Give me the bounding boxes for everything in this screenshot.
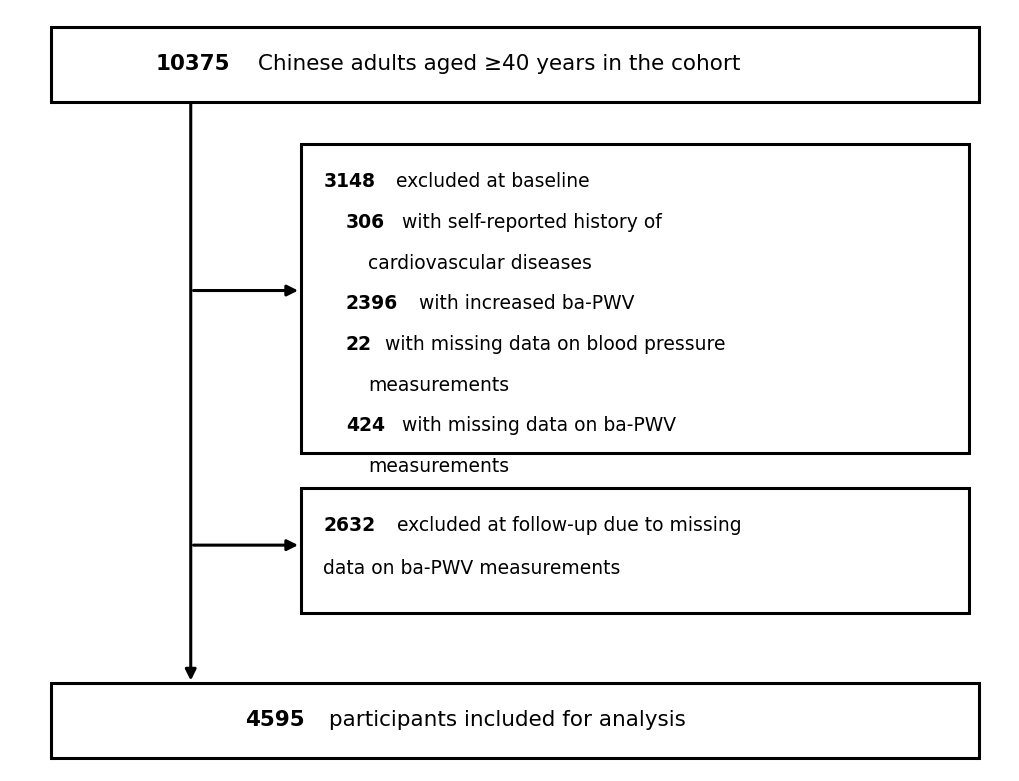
FancyBboxPatch shape bbox=[301, 144, 968, 453]
Text: 2632: 2632 bbox=[323, 516, 375, 535]
Text: 3148: 3148 bbox=[323, 173, 375, 191]
Text: 22: 22 bbox=[345, 335, 371, 354]
Text: with self-reported history of: with self-reported history of bbox=[395, 213, 661, 232]
FancyBboxPatch shape bbox=[51, 27, 978, 102]
Text: cardiovascular diseases: cardiovascular diseases bbox=[368, 254, 591, 273]
Text: 2396: 2396 bbox=[345, 294, 397, 313]
Text: excluded at follow-up due to missing: excluded at follow-up due to missing bbox=[390, 516, 741, 535]
Text: with increased ba-PWV: with increased ba-PWV bbox=[413, 294, 634, 313]
Text: data on ba-PWV measurements: data on ba-PWV measurements bbox=[323, 559, 621, 578]
Text: with missing data on blood pressure: with missing data on blood pressure bbox=[379, 335, 726, 354]
Text: participants included for analysis: participants included for analysis bbox=[321, 711, 685, 730]
Text: 306: 306 bbox=[345, 213, 384, 232]
Text: 4595: 4595 bbox=[245, 711, 305, 730]
Text: excluded at baseline: excluded at baseline bbox=[390, 173, 589, 191]
Text: 424: 424 bbox=[345, 416, 384, 435]
FancyBboxPatch shape bbox=[51, 683, 978, 758]
Text: measurements: measurements bbox=[368, 376, 508, 394]
FancyBboxPatch shape bbox=[301, 488, 968, 613]
Text: with missing data on ba-PWV: with missing data on ba-PWV bbox=[395, 416, 676, 435]
Text: measurements: measurements bbox=[368, 457, 508, 476]
Text: Chinese adults aged ≥40 years in the cohort: Chinese adults aged ≥40 years in the coh… bbox=[251, 55, 740, 74]
Text: 10375: 10375 bbox=[155, 55, 229, 74]
